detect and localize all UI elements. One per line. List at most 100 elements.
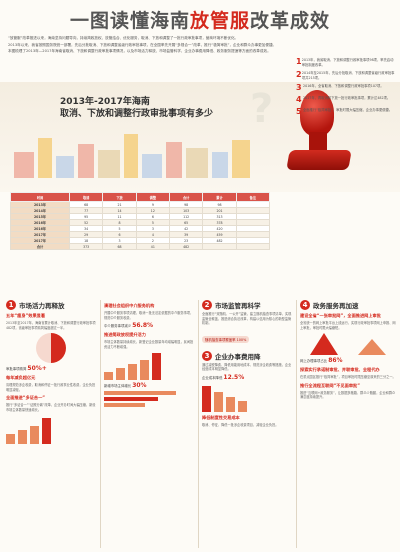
section-number: 1: [6, 300, 16, 310]
table-cell: 合计: [9, 243, 71, 250]
body-text: 市场主体数量持续增长，新登记企业数量年均增幅明显，民间投资活力不断增强。: [104, 340, 194, 349]
body-text: 全省统一的网上审批平台上线运行，实现行政审批事项网上申报、网上审批，审批时限大幅…: [300, 321, 396, 330]
column-divider: [100, 300, 101, 548]
section-title: 企业办事费用降: [215, 352, 261, 361]
building-illustration: [78, 144, 94, 178]
section-number: 3: [202, 350, 212, 361]
building-illustration: [142, 154, 162, 178]
stat: 新增市场主体增长 30%: [104, 382, 147, 390]
table-header-cell: 调整: [135, 192, 171, 202]
table-header-cell: 时间: [9, 192, 71, 202]
question-mark-icon: ?: [250, 86, 274, 132]
table-header-cell: 取消: [69, 192, 104, 202]
red-stamp-icon: [286, 150, 352, 170]
sub-title: 建设全省“一张审批网”，全面推进网上审批: [300, 313, 381, 318]
lead-line: “放管服”改革推进以来，海南坚持问题导向，持续简政放权、放管结合、优化服务，取消…: [8, 36, 239, 40]
body-text: 推行“多证合一”“证照分离”改革，企业开办时间大幅压缩，新设市场主体数量快速增长…: [6, 403, 96, 412]
body-text: 推进“互联网+政务服务”，让数据多跑路、群众少跑腿，企业和群众满意度持续提升。: [300, 390, 396, 400]
section-title: 政务服务再加速: [313, 302, 359, 310]
hero-title: 2013年-2017年海南 取消、下放和调整行政审批事项有多少: [60, 97, 214, 119]
list-item: 5 全面推行“极简审批”，审批时限大幅压缩，企业办事更便捷。: [296, 107, 393, 117]
table-header-cell: 备注: [235, 192, 271, 202]
body-text: 全面推行“双随机、一公开”监管，建立随机抽查事项清单，实现监管全覆盖，推进综合执…: [202, 312, 292, 326]
section-title: 市场监管再科学: [215, 302, 261, 310]
section-number: 4: [300, 300, 310, 310]
table-cell: 373: [69, 243, 104, 250]
pie-chart: [36, 333, 66, 364]
lead-paragraph: “放管服”改革推进以来，海南坚持问题导向，持续简政放权、放管结合、优化服务，取消…: [8, 36, 392, 56]
triangle-mark: [310, 333, 338, 356]
progress-bar: [104, 397, 158, 402]
bar-chart: [202, 384, 292, 412]
sub-title: 清理社会组织中介服务机构: [104, 303, 155, 308]
sub-title: 推行全流程互联网“不见面审批”: [300, 382, 360, 388]
sub-title: 全面推进“多证合一”: [6, 395, 46, 401]
table-header-cell: 累计: [202, 192, 237, 202]
hero-section: 2013年-2017年海南 取消、下放和调整行政审批事项有多少 ? 时间 取消 …: [0, 82, 400, 278]
lead-line: 本图梳理了2013年—2017年海南省取消、下放和调整行政审批事项情况，以及市场…: [8, 49, 271, 54]
bar-chart: [104, 352, 194, 381]
section-market-supervision: 2 市场监管再科学 全面推行“双随机、一公开”监管，建立随机抽查事项清单，实现监管…: [202, 300, 292, 428]
building-illustration: [56, 156, 74, 178]
sub-title: 推进简政放权提升活力: [104, 332, 146, 338]
lead-line: 2013年以来，我省按照国务院统一部署，先后分批取消、下放和调整省级行政审批事项…: [8, 42, 277, 47]
table-header-cell: 下放: [102, 192, 137, 202]
stat-badge: 随机抽查事项覆盖率 100%: [202, 335, 250, 343]
stat: 审批事项精简 50%+: [6, 365, 47, 373]
summary-list: 1 2013年，我省取消、下放和调整行政审批事项98项，率先启动审批制度改革。 2…: [296, 58, 396, 120]
list-item: 4 2017年，再取消和下放一批行政审批事项，累计达482项。: [296, 95, 391, 105]
red-stamp-icon: [300, 90, 334, 136]
approval-items-table: 时间 取消 下放 调整 合计 累计 备注 2013年 68 21 9 98 98 2014年…: [9, 192, 271, 250]
body-text: 开展中介服务事项清理，取消一批无法定依据的中介服务事项，规范中介服务收费。: [104, 311, 194, 320]
building-illustration: [14, 152, 34, 178]
section-title: 市场活力再释放: [19, 302, 65, 310]
body-text: 2013年至2017年，海南省累计取消、下放和调整行政审批事项482项，省级审批…: [6, 321, 96, 330]
building-illustration: [212, 152, 228, 178]
stat: 企业成本降低 12.5%: [202, 373, 245, 381]
sub-title: 探索实行承诺制审批、并联审批、全程代办: [300, 367, 380, 373]
building-illustration: [124, 134, 138, 178]
table-row: 2017年 18 3 2 23 482: [9, 237, 271, 244]
section-intermediary-cleanup: 清理社会组织中介服务机构 开展中介服务事项清理，取消一批无法定依据的中介服务事项…: [104, 300, 194, 408]
table-row: 合计 373 68 41 482: [9, 243, 271, 250]
building-illustration: [166, 142, 182, 178]
body-text: 通过减税降费、降低用能用地成本、规范涉企收费等措施，企业经营成本明显降低。: [202, 362, 292, 372]
building-illustration: [38, 138, 52, 178]
stat: 网上办理事项占比 86%: [300, 357, 343, 365]
table-cell: [202, 243, 237, 250]
sub-title: 降低制度性交易成本: [202, 414, 240, 420]
table-cell: 68: [102, 243, 137, 250]
list-item: 3 2016年，全省取消、下放和调整行政审批事项107项。: [296, 83, 384, 93]
table-row: 2014年 77 14 12 103 201: [9, 207, 271, 214]
red-stamp-icon: [309, 132, 327, 154]
table-cell: 482: [168, 243, 204, 250]
progress-bar: [104, 391, 176, 396]
page-title: 一图读懂海南放管服改革成效: [69, 10, 331, 32]
progress-bar: [104, 403, 145, 408]
building-illustration: [98, 150, 120, 178]
table-row: 2017年 29 6 4 39 459: [9, 231, 271, 238]
building-illustration: [186, 148, 208, 178]
building-illustration: [232, 140, 250, 178]
table-header-row: 时间 取消 下放 调整 合计 累计 备注: [9, 192, 271, 202]
table-header-cell: 合计: [168, 192, 204, 202]
list-item: 2 2014年至2015年，先后分批取消、下放和调整省级行政审批事项共215项。: [296, 70, 395, 80]
section-government-service: 4 政务服务再加速 建设全省“一张审批网”，全面推进网上审批 全省统一的网上审批平…: [300, 300, 396, 400]
list-item: 1 2013年，我省取消、下放和调整行政审批事项98项，率先启动审批制度改革。: [296, 57, 394, 67]
table-cell: 41: [135, 243, 171, 250]
sub-title: 每年减负超亿元: [6, 375, 36, 381]
stat: 中介服务事项减少 56.8%: [104, 322, 154, 330]
column-divider: [296, 300, 297, 548]
column-divider: [198, 300, 199, 548]
table-cell: [235, 243, 271, 250]
triangle-mark: [358, 339, 386, 356]
table-row: 2015年 95 11 6 112 313: [9, 213, 271, 220]
body-text: 在重点园区推行“极简审批”，项目审批时限压缩至原来的三分之一。: [300, 375, 396, 380]
sub-title: 五年“瘦身”效果显著: [6, 313, 46, 318]
body-text: 取消、停征、降低一批涉企收费项目，减轻企业负担。: [202, 422, 279, 427]
triangle-chart: [300, 333, 396, 356]
section-number: 2: [202, 300, 212, 310]
section-market-vitality: 1 市场活力再释放 五年“瘦身”效果显著 2013年至2017年，海南省累计取消、…: [6, 300, 96, 444]
body-text: 清理规范涉企收费，取消和停征一批行政事业性收费，企业负担明显减轻。: [6, 383, 96, 392]
